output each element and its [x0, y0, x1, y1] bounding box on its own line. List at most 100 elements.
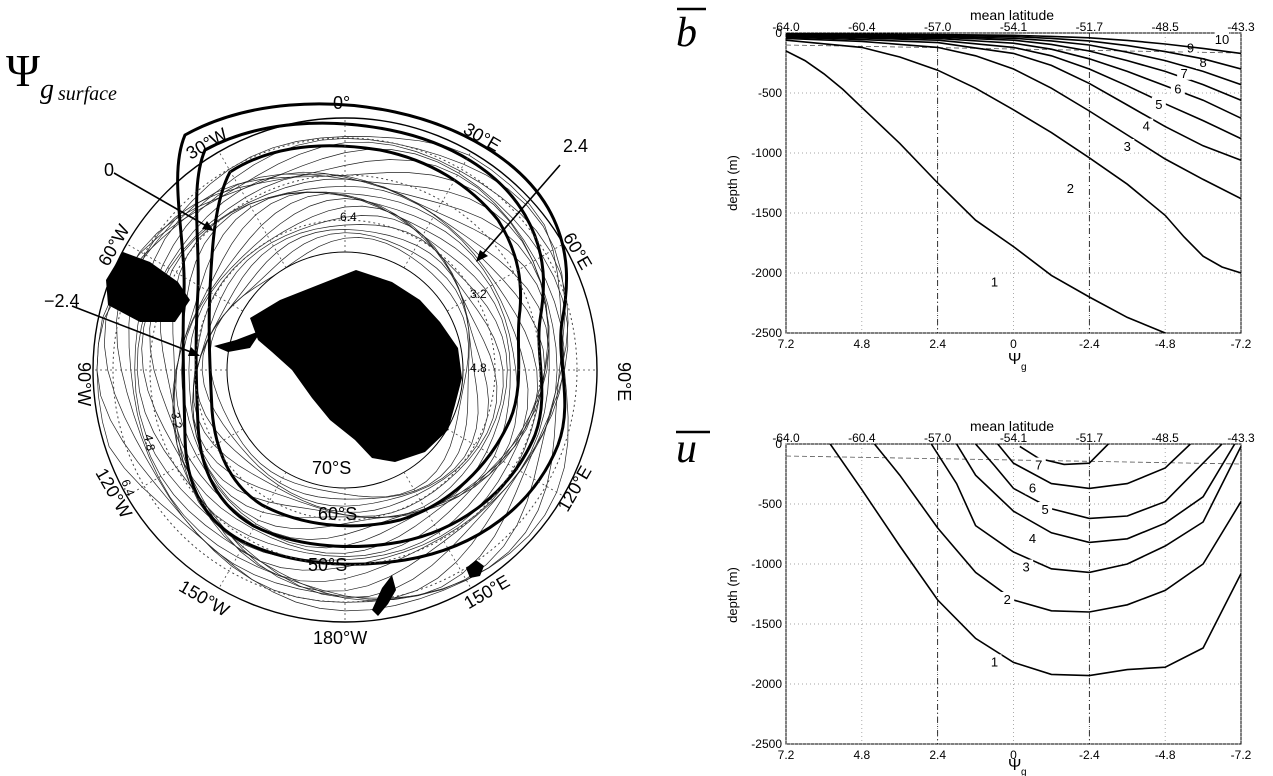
- contour-label: 6.4: [340, 210, 357, 224]
- contour-label: 6.4: [118, 478, 137, 499]
- contour-series-3: [930, 444, 1241, 574]
- contour-label-bg: [1038, 502, 1053, 516]
- lon-label-90E: 90°E: [614, 362, 634, 401]
- south-america-landmass: [106, 252, 190, 322]
- contour-series-5: [786, 35, 1241, 140]
- mixed-layer-line: [785, 455, 1242, 465]
- contour-series-2: [873, 444, 1241, 613]
- top-tick-label: -64.0: [772, 20, 800, 34]
- top-tick-label: -51.7: [1076, 431, 1104, 445]
- contour-label-5: 5: [1155, 97, 1162, 112]
- contour-psi-0: [194, 121, 546, 549]
- panel-b-ylabel: depth (m): [725, 155, 740, 211]
- x-tick-label: -7.2: [1231, 748, 1252, 762]
- polar-map: Ψ g surface 0 2.4: [6, 45, 634, 648]
- y-tick-label: -2000: [751, 266, 782, 280]
- contour-series-4: [955, 444, 1236, 544]
- contour-label-7: 7: [1035, 458, 1042, 473]
- contour-psi-2.4: [207, 144, 523, 528]
- y-tick-label: -500: [758, 86, 782, 100]
- panel-u-ylabel: depth (m): [725, 567, 740, 623]
- new-zealand-landmass: [372, 575, 396, 616]
- contour-label-1: 1: [991, 275, 998, 290]
- contour-label-bg: [987, 654, 1002, 669]
- contour-series-10: [786, 33, 1241, 55]
- meridian-line: [126, 428, 244, 497]
- x-tick-label: 2.4: [929, 337, 946, 351]
- contour-label-9: 9: [1187, 41, 1194, 56]
- meridian-line: [403, 471, 472, 589]
- panel-b-xlabel-symbol: Ψ: [1008, 351, 1021, 368]
- contour-label-3: 3: [1023, 560, 1030, 575]
- meridian-line: [446, 428, 564, 497]
- top-tick-label: -64.0: [772, 431, 800, 445]
- x-tick-label: 4.8: [853, 748, 870, 762]
- top-tick-label: -48.5: [1151, 431, 1179, 445]
- y-tick-label: 0: [775, 26, 782, 40]
- panel-u-xlabel-symbol: Ψ: [1008, 757, 1021, 774]
- plot-frame: [785, 32, 1242, 334]
- top-tick-label: -54.1: [1000, 20, 1028, 34]
- top-tick-label: -57.0: [924, 431, 952, 445]
- panel-b-symbol: b: [676, 10, 697, 56]
- callout-0: 0: [104, 160, 214, 231]
- contour-label: 4.8: [141, 433, 158, 452]
- top-tick-label: -54.1: [1000, 431, 1028, 445]
- y-tick-label: -500: [758, 497, 782, 511]
- contour-label-bg: [1063, 181, 1078, 195]
- y-tick-label: -1000: [751, 146, 782, 160]
- contour-label-2: 2: [1067, 181, 1074, 196]
- x-tick-label: -4.8: [1155, 748, 1176, 762]
- y-tick-label: -2000: [751, 677, 782, 691]
- lat-label-70S: 70°S: [312, 458, 351, 478]
- contour-series-1: [786, 50, 1168, 333]
- map-contour-line: [149, 173, 550, 571]
- contour-label-bg: [1170, 81, 1185, 96]
- meridian-line: [126, 243, 244, 312]
- x-tick-label: -4.8: [1155, 337, 1176, 351]
- svg-text:2.4: 2.4: [563, 136, 588, 156]
- contour-label-3: 3: [1124, 139, 1131, 154]
- panel-b: b mean latitude depth (m) Ψ g 1234567891…: [676, 7, 1255, 373]
- contour-series-4: [786, 36, 1241, 161]
- contour-label: 3.2: [470, 287, 487, 301]
- contour-label-10: 10: [1215, 32, 1229, 47]
- contour-label: 4.8: [470, 361, 487, 375]
- contour-label-bg: [1120, 139, 1135, 153]
- y-tick-label: -1500: [751, 206, 782, 220]
- lon-label-180W: 180°W: [313, 628, 367, 648]
- contour-label-bg: [1019, 559, 1034, 574]
- contour-label-8: 8: [1199, 55, 1206, 70]
- panel-u-xlabel-sub: g: [1021, 767, 1027, 776]
- x-tick-label: 7.2: [778, 748, 795, 762]
- antarctic-peninsula: [214, 330, 262, 352]
- top-tick-label: -43.3: [1227, 431, 1255, 445]
- contour-series-1: [829, 444, 1241, 677]
- map-contour-line: [172, 185, 546, 557]
- callout-minus-2.4: −2.4: [44, 291, 200, 356]
- map-contour-line: [96, 138, 565, 603]
- tasmania-landmass: [466, 560, 484, 578]
- lat-label-50S: 50°S: [308, 555, 347, 575]
- panel-u-plot: 1 2 3 456 7 7.2 -64.0 4.8 -60.4 2.4 -57.0 0 -54.1 -2.…: [751, 431, 1255, 762]
- x-tick-label: 0: [1010, 337, 1017, 351]
- y-tick-label: -1500: [751, 617, 782, 631]
- map-contour-line: [134, 172, 558, 599]
- meridian-line: [218, 471, 287, 589]
- contour-series-8: [786, 33, 1241, 86]
- contour-label-2: 2: [1004, 592, 1011, 607]
- contour-label-7: 7: [1181, 66, 1188, 81]
- map-contour-line: [196, 229, 479, 507]
- top-tick-label: -60.4: [848, 431, 876, 445]
- contour-series-2: [786, 39, 1241, 274]
- top-tick-label: -48.5: [1151, 20, 1179, 34]
- map-contour-line: [103, 141, 569, 599]
- x-tick-label: -2.4: [1079, 748, 1100, 762]
- meridian-line: [218, 151, 287, 269]
- svg-text:0: 0: [104, 160, 114, 180]
- svg-text:−2.4: −2.4: [44, 291, 80, 311]
- panel-b-top-title: mean latitude: [970, 7, 1054, 23]
- contour-label-bg: [1151, 97, 1166, 111]
